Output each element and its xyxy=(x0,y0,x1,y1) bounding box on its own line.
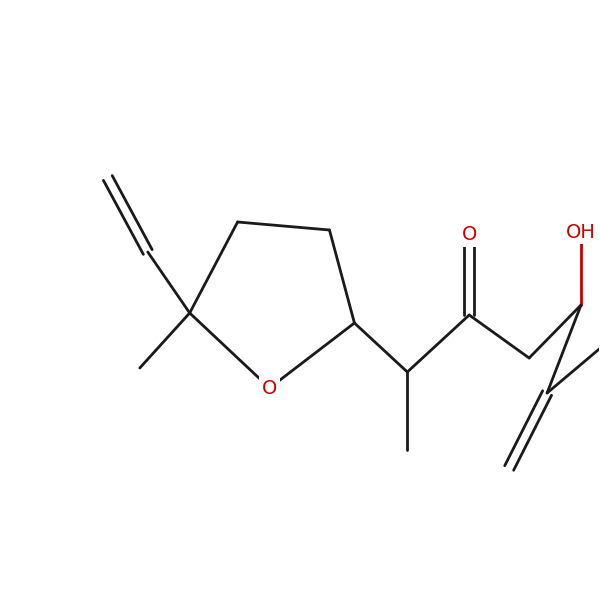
Text: O: O xyxy=(262,379,277,397)
Text: OH: OH xyxy=(566,223,596,241)
Text: O: O xyxy=(461,226,477,245)
